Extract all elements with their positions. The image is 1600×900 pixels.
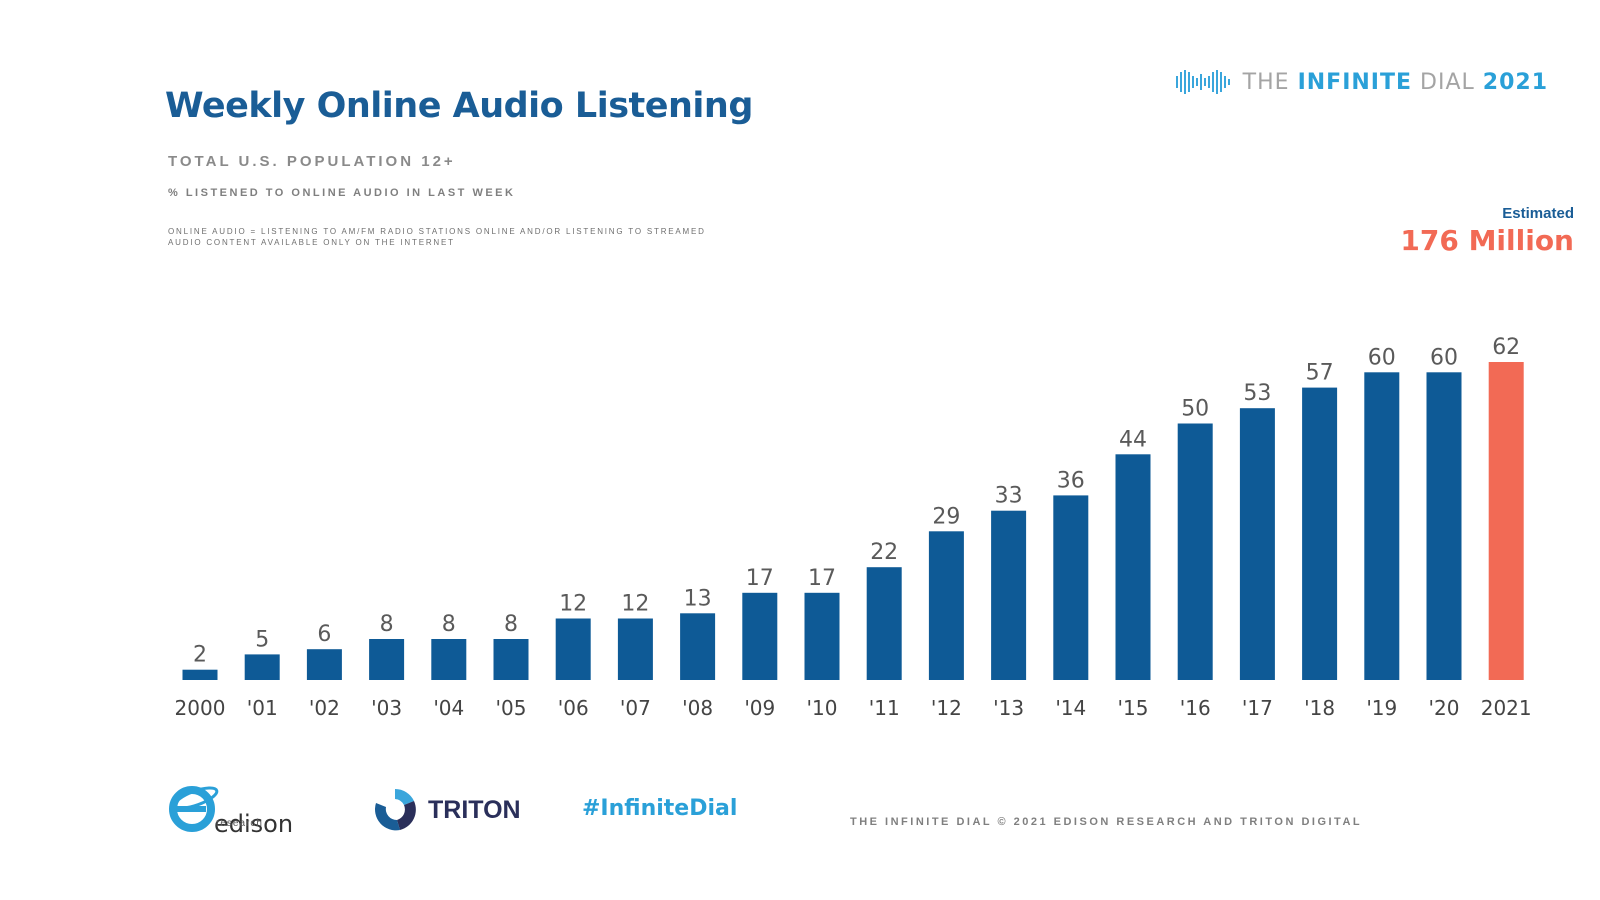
bar-value-label: 60 — [1430, 345, 1458, 370]
hashtag: #InfiniteDial — [582, 796, 738, 821]
x-tick-label: '07 — [620, 696, 651, 720]
bar-value-label: 60 — [1368, 345, 1396, 370]
x-tick-label: '16 — [1180, 696, 1211, 720]
x-tick-label: '02 — [309, 696, 340, 720]
edison-wordmark: edison — [214, 810, 294, 838]
x-tick-label: '17 — [1242, 696, 1273, 720]
x-tick-label: '15 — [1118, 696, 1149, 720]
bar-value-label: 12 — [559, 592, 587, 617]
bar-2 — [306, 649, 342, 680]
measure-description: % LISTENED TO ONLINE AUDIO IN LAST WEEK — [168, 187, 516, 199]
bar-13 — [991, 510, 1027, 680]
brand-suffix: DIAL — [1420, 69, 1475, 95]
bar-value-label: 8 — [442, 612, 456, 637]
bar-value-label: 36 — [1057, 468, 1085, 493]
brand-year: 2021 — [1482, 69, 1548, 95]
brand-prefix: THE — [1242, 69, 1290, 95]
x-tick-label: '13 — [993, 696, 1024, 720]
bar-value-label: 22 — [870, 540, 898, 565]
estimate-callout: Estimated 176 Million — [1400, 205, 1574, 257]
x-tick-label: '18 — [1304, 696, 1335, 720]
triton-logo-icon — [375, 789, 416, 831]
chart-title: Weekly Online Audio Listening — [165, 86, 753, 126]
bar-16 — [1177, 423, 1213, 680]
x-tick-label: '20 — [1429, 696, 1460, 720]
x-tick-label: '12 — [931, 696, 962, 720]
bar-21 — [1488, 362, 1524, 680]
x-tick-label: '06 — [558, 696, 589, 720]
bar-7 — [617, 618, 653, 680]
x-tick-label: '14 — [1055, 696, 1086, 720]
estimate-value: 176 Million — [1400, 224, 1574, 257]
x-tick-label: '05 — [496, 696, 527, 720]
bar-value-label: 5 — [255, 627, 269, 652]
bar-value-label: 8 — [380, 612, 394, 637]
x-tick-label: '03 — [371, 696, 402, 720]
bar-value-label: 2 — [193, 643, 207, 668]
x-tick-label: '19 — [1366, 696, 1397, 720]
estimate-label: Estimated — [1502, 205, 1574, 222]
edison-logo-icon — [169, 786, 219, 832]
infinite-dial-logo: THE INFINITE DIAL 2021 — [1173, 64, 1548, 100]
bar-6 — [555, 618, 591, 680]
bar-value-label: 17 — [746, 566, 774, 591]
bar-0 — [182, 669, 218, 680]
bar-value-label: 17 — [808, 566, 836, 591]
bar-value-label: 8 — [504, 612, 518, 637]
edison-research-logo: edison research — [166, 780, 293, 836]
bar-12 — [928, 531, 964, 680]
bar-value-label: 44 — [1119, 427, 1147, 452]
chart-subtitle: TOTAL U.S. POPULATION 12+ — [168, 153, 456, 170]
triton-wordmark: TRITON — [428, 795, 521, 824]
bar-value-label: 12 — [621, 592, 649, 617]
x-tick-label: 2000 — [175, 696, 226, 720]
bar-20 — [1426, 372, 1462, 680]
bar-5 — [493, 639, 529, 680]
x-tick-label: '08 — [682, 696, 713, 720]
bar-15 — [1115, 454, 1151, 680]
bar-4 — [431, 639, 467, 680]
bar-value-label: 53 — [1243, 381, 1271, 406]
bar-value-label: 57 — [1306, 361, 1334, 386]
bar-value-label: 13 — [684, 586, 712, 611]
bar-value-label: 29 — [932, 504, 960, 529]
bar-9 — [742, 592, 778, 680]
bar-3 — [369, 639, 405, 680]
infinity-wave-icon — [1175, 70, 1230, 94]
triton-digital-logo: TRITON — [370, 785, 521, 835]
x-tick-label: '10 — [807, 696, 838, 720]
bar-value-label: 62 — [1492, 335, 1520, 360]
bar-11 — [866, 567, 902, 680]
definition-note: ONLINE AUDIO = LISTENING TO AM/FM RADIO … — [168, 227, 706, 247]
bar-value-label: 6 — [317, 622, 331, 647]
bar-14 — [1053, 495, 1089, 680]
brand-highlight: INFINITE — [1297, 69, 1413, 95]
x-tick-label: '11 — [869, 696, 900, 720]
x-tick-label: '09 — [744, 696, 775, 720]
x-tick-label: '01 — [247, 696, 278, 720]
x-tick-label: '04 — [433, 696, 464, 720]
bar-1 — [244, 654, 280, 680]
bar-8 — [680, 613, 716, 680]
bar-10 — [804, 592, 840, 680]
bar-value-label: 33 — [995, 484, 1023, 509]
bar-17 — [1239, 408, 1275, 680]
edison-subtext: research — [216, 818, 263, 829]
x-tick-label: 2021 — [1481, 696, 1532, 720]
copyright-notice: THE INFINITE DIAL © 2021 EDISON RESEARCH… — [850, 816, 1363, 828]
bar-value-label: 50 — [1181, 397, 1209, 422]
bar-19 — [1364, 372, 1400, 680]
bar-18 — [1302, 387, 1338, 680]
